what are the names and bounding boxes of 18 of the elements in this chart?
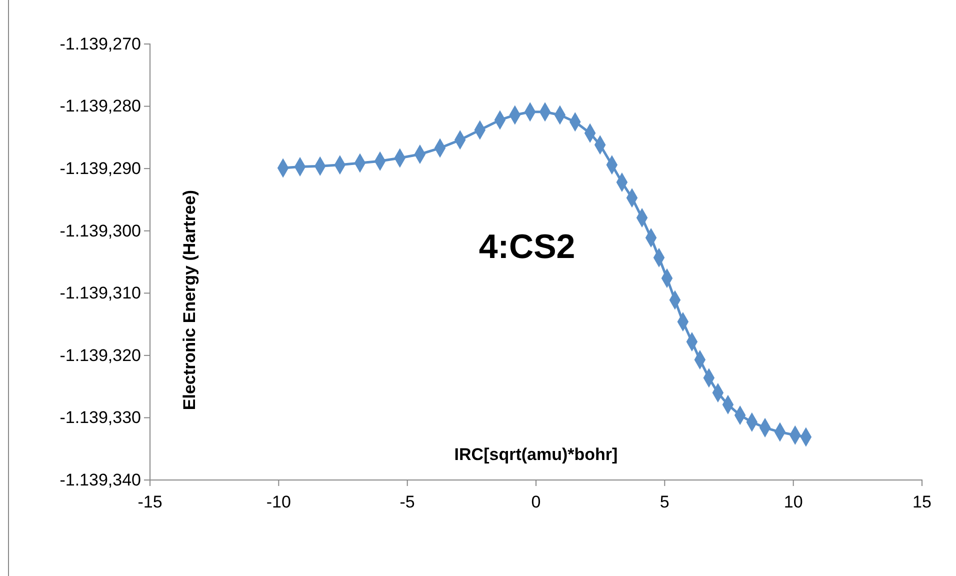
x-axis-title: IRC[sqrt(amu)*bohr] [454,445,618,464]
y-tick-label: -1.139,270 [60,34,141,54]
y-tick-label: -1.139,320 [60,346,141,365]
y-tick-label: -1.139,340 [60,470,141,490]
y-tick-label: -1.139,330 [60,408,141,428]
x-tick-label: -15 [138,492,162,512]
x-tick-label: 0 [531,492,541,512]
x-tick-label: -5 [400,492,415,512]
y-axis-title: Electronic Energy (Hartree) [180,190,199,410]
y-tick-label: -1.139,310 [60,284,141,303]
y-tick-label: -1.139,290 [60,159,141,178]
y-tick-label: -1.139,280 [60,96,141,116]
annotation: 4:CS2 [478,228,576,266]
y-tick-label: -1.139,300 [60,221,141,240]
x-tick-label: 5 [660,492,670,512]
x-tick-label: 10 [784,492,803,512]
x-tick-label: -10 [266,492,291,512]
x-tick-label: 15 [912,492,932,512]
